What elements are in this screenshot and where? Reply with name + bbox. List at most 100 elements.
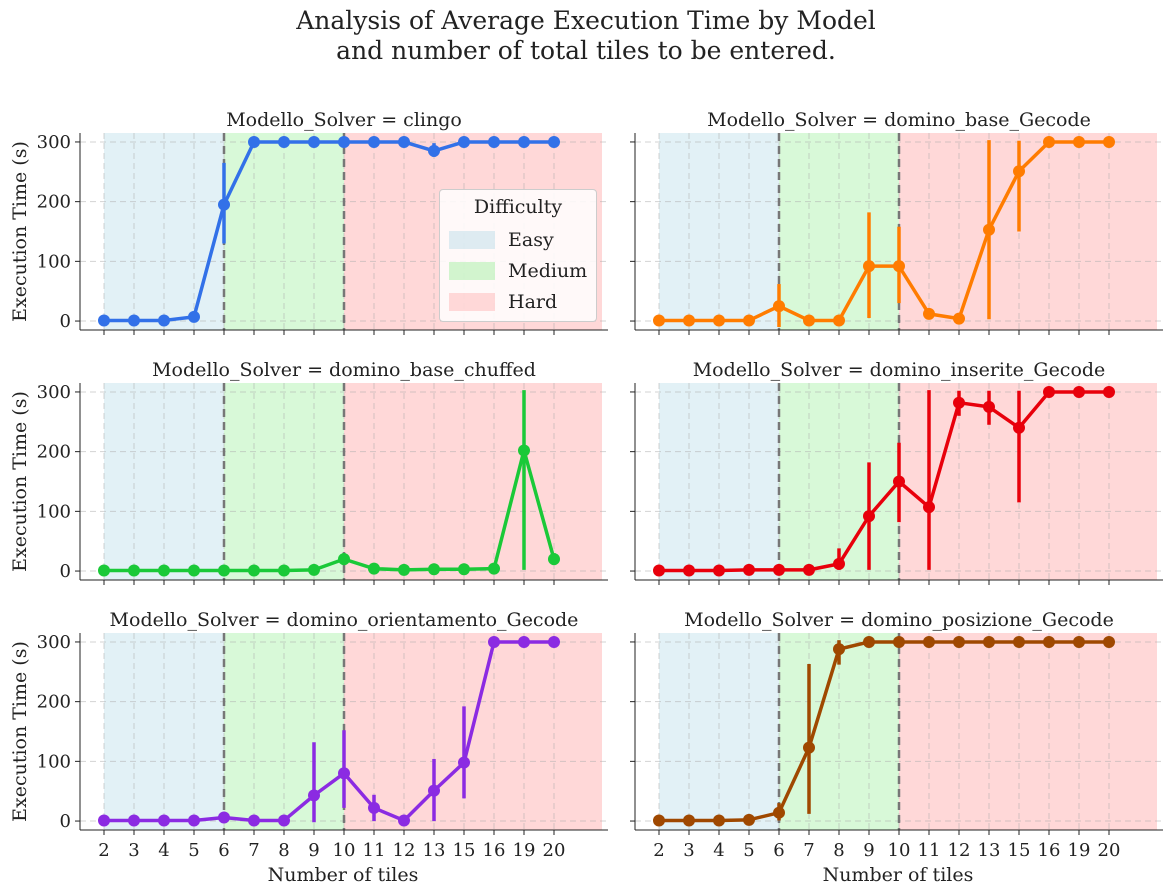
data-point <box>1013 421 1025 434</box>
y-tick-label: 200 <box>37 692 71 713</box>
data-point <box>398 563 410 576</box>
data-point <box>278 135 290 148</box>
x-tick-label: 19 <box>1068 840 1091 861</box>
x-tick-label: 2 <box>653 840 664 861</box>
data-point <box>953 635 965 648</box>
data-point <box>368 801 380 814</box>
panel-title: Modello_Solver = domino_inserite_Gecode <box>693 359 1106 381</box>
x-axis-label: Number of tiles <box>268 864 419 886</box>
y-tick-label: 100 <box>37 251 71 272</box>
region-easy <box>104 633 224 830</box>
data-point <box>893 475 905 488</box>
region-medium <box>224 633 344 830</box>
data-point <box>128 814 140 827</box>
legend-swatch-hard <box>449 293 495 311</box>
data-point <box>518 635 530 648</box>
x-tick-label: 10 <box>333 840 356 861</box>
data-point <box>683 314 695 327</box>
data-point <box>1043 135 1055 148</box>
data-point <box>803 741 815 754</box>
data-point <box>398 814 410 827</box>
data-point <box>683 814 695 827</box>
data-point <box>278 814 290 827</box>
data-point <box>953 396 965 409</box>
legend-swatch-easy <box>449 231 495 249</box>
legend-item-easy: Easy <box>449 227 554 253</box>
data-point <box>218 564 230 577</box>
x-tick-label: 16 <box>1038 840 1061 861</box>
data-point <box>278 564 290 577</box>
y-tick-label: 0 <box>60 811 71 832</box>
data-point <box>458 756 470 769</box>
data-point <box>1013 635 1025 648</box>
x-tick-label: 15 <box>453 840 476 861</box>
series-line <box>104 140 554 323</box>
data-point <box>488 135 500 148</box>
y-tick-label: 300 <box>37 632 71 653</box>
data-point <box>1073 135 1085 148</box>
x-tick-label: 11 <box>918 840 941 861</box>
panel-4: Modello_Solver = domino_inserite_Gecode <box>630 359 1163 585</box>
region-easy <box>659 633 779 830</box>
data-point <box>548 135 560 148</box>
panel-6: 2 3 4 5 6 7 8 9 10 11 12 13 15 16 19 20 Number of tiles M… <box>630 609 1163 886</box>
legend-title: Difficulty <box>473 196 563 218</box>
data-point <box>1073 385 1085 398</box>
data-point <box>1013 165 1025 178</box>
data-point <box>548 635 560 648</box>
y-tick-label: 300 <box>37 382 71 403</box>
data-point <box>128 314 140 327</box>
region-easy <box>104 383 224 580</box>
panel-title: Modello_Solver = clingo <box>226 109 462 131</box>
data-point <box>653 564 665 577</box>
series-line <box>659 640 1109 823</box>
data-point <box>308 789 320 802</box>
panel-title: Modello_Solver = domino_posizione_Gecode <box>684 609 1114 631</box>
data-point <box>248 814 260 827</box>
region-medium <box>224 383 344 580</box>
legend-label-hard: Hard <box>508 291 558 313</box>
region-medium <box>779 133 899 330</box>
data-point <box>803 563 815 576</box>
legend-swatch-medium <box>449 262 495 280</box>
data-point <box>653 314 665 327</box>
data-point <box>923 501 935 514</box>
data-point <box>1043 385 1055 398</box>
x-tick-label: 13 <box>978 840 1001 861</box>
data-point <box>98 564 110 577</box>
data-point <box>743 813 755 826</box>
data-point <box>713 814 725 827</box>
x-tick-label: 3 <box>683 840 694 861</box>
region-hard <box>344 383 602 580</box>
data-point <box>548 553 560 566</box>
y-tick-label: 0 <box>60 311 71 332</box>
data-point <box>338 553 350 566</box>
data-point <box>983 400 995 413</box>
data-point <box>863 260 875 273</box>
data-point <box>518 135 530 148</box>
x-tick-label: 9 <box>863 840 874 861</box>
x-tick-label: 11 <box>363 840 386 861</box>
data-point <box>1103 635 1115 648</box>
x-tick-label: 13 <box>423 840 446 861</box>
series-line <box>659 140 1109 323</box>
data-point <box>248 135 260 148</box>
data-point <box>218 811 230 824</box>
x-tick-label: 6 <box>218 840 229 861</box>
data-point <box>773 300 785 313</box>
x-tick-label: 3 <box>128 840 139 861</box>
x-tick-label: 7 <box>803 840 814 861</box>
x-tick-label: 12 <box>948 840 971 861</box>
data-point <box>518 444 530 457</box>
data-point <box>683 564 695 577</box>
data-point <box>308 135 320 148</box>
legend: Difficulty Easy Medium Hard <box>439 189 597 322</box>
figure-title-line-1: Analysis of Average Execution Time by Mo… <box>296 6 876 35</box>
data-point <box>308 563 320 576</box>
data-point <box>428 563 440 576</box>
y-tick-label: 100 <box>37 751 71 772</box>
y-axis-label: Execution Time (s) <box>9 391 31 572</box>
region-medium <box>224 133 344 330</box>
panel-title: Modello_Solver = domino_base_chuffed <box>152 359 536 381</box>
